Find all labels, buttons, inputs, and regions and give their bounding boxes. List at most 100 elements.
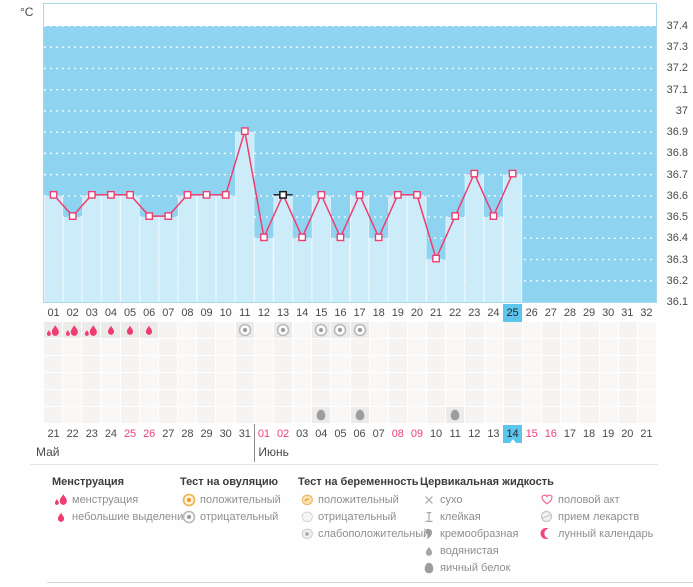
calendar-date[interactable]: 17 — [563, 428, 577, 440]
symbol-cell[interactable] — [522, 339, 542, 355]
symbol-cell[interactable] — [350, 339, 369, 355]
symbol-cell[interactable] — [197, 407, 216, 423]
symbol-cell[interactable] — [599, 407, 618, 423]
calendar-date[interactable]: 27 — [162, 428, 175, 440]
temperature-bar[interactable] — [427, 259, 445, 302]
temperature-point[interactable] — [260, 233, 268, 242]
temperature-bar[interactable] — [331, 238, 350, 302]
symbol-cell[interactable] — [503, 390, 522, 406]
symbol-cell[interactable] — [580, 322, 599, 338]
symbol-cell[interactable] — [293, 407, 312, 423]
symbol-cell[interactable] — [465, 339, 484, 355]
symbol-cell[interactable] — [158, 339, 178, 355]
symbol-cell[interactable] — [580, 407, 599, 423]
symbol-cell[interactable] — [235, 407, 254, 423]
symbol-cell[interactable] — [637, 339, 656, 355]
temperature-bar[interactable] — [446, 217, 465, 302]
symbol-cell[interactable] — [63, 390, 82, 406]
symbol-cell[interactable] — [350, 373, 369, 389]
cycle-day-label[interactable]: 22 — [449, 307, 462, 319]
symbol-cell[interactable] — [561, 322, 580, 338]
symbol-cell[interactable] — [101, 390, 120, 406]
symbol-cell[interactable] — [484, 390, 503, 406]
calendar-date[interactable]: 03 — [296, 428, 309, 440]
symbol-cell[interactable] — [312, 390, 331, 406]
symbol-cell[interactable] — [465, 407, 484, 423]
symbol-cell[interactable] — [216, 339, 235, 355]
symbol-cell-menstruation[interactable] — [44, 322, 63, 338]
calendar-date[interactable]: 15 — [525, 428, 538, 440]
symbol-cell[interactable] — [484, 407, 503, 423]
calendar-date[interactable]: 13 — [487, 428, 500, 440]
symbol-cell[interactable] — [312, 373, 331, 389]
cycle-day-label[interactable]: 09 — [200, 307, 213, 319]
symbol-cell[interactable] — [618, 339, 637, 355]
symbol-cell[interactable] — [312, 356, 331, 372]
temperature-point[interactable] — [489, 212, 498, 220]
symbol-cell-egg-white[interactable] — [446, 407, 465, 423]
temperature-bar[interactable] — [159, 217, 178, 302]
calendar-date[interactable]: 30 — [219, 428, 232, 440]
symbol-cell[interactable] — [293, 373, 312, 389]
symbol-cell[interactable] — [120, 339, 139, 355]
symbol-cell[interactable] — [407, 356, 427, 372]
temperature-point-hovered[interactable] — [279, 190, 288, 199]
temperature-point[interactable] — [374, 233, 383, 242]
cycle-day-label[interactable]: 24 — [487, 307, 500, 319]
cycle-day-label[interactable]: 13 — [276, 307, 290, 319]
symbol-cell[interactable] — [44, 356, 63, 372]
symbol-cell[interactable] — [388, 322, 407, 338]
cycle-day-label[interactable]: 03 — [85, 307, 98, 319]
calendar-date[interactable]: 29 — [200, 428, 213, 440]
cycle-day-label[interactable]: 27 — [544, 307, 557, 319]
symbol-cell[interactable] — [139, 339, 158, 355]
temperature-bar[interactable] — [63, 217, 82, 302]
cycle-day-label[interactable]: 16 — [334, 307, 347, 319]
symbol-cell[interactable] — [522, 407, 542, 423]
symbol-cell[interactable] — [599, 356, 618, 372]
temperature-bar[interactable] — [121, 195, 139, 302]
symbol-cell[interactable] — [120, 390, 139, 406]
temperature-point[interactable] — [317, 190, 326, 199]
calendar-date[interactable]: 18 — [582, 428, 596, 440]
symbol-cell[interactable] — [465, 356, 484, 372]
symbol-cell[interactable] — [178, 373, 197, 389]
calendar-date[interactable]: 22 — [66, 428, 79, 440]
symbol-cell[interactable] — [484, 356, 503, 372]
temperature-point[interactable] — [221, 190, 230, 199]
calendar-date[interactable]: 01 — [257, 428, 271, 440]
temperature-bar[interactable] — [388, 195, 407, 302]
symbol-cell[interactable] — [158, 356, 178, 372]
symbol-cell[interactable] — [446, 322, 465, 338]
temperature-point[interactable] — [432, 254, 440, 263]
temperature-point[interactable] — [413, 190, 421, 199]
temperature-bar[interactable] — [82, 195, 101, 302]
temperature-point[interactable] — [508, 169, 517, 178]
temperature-point[interactable] — [298, 233, 307, 242]
calendar-date[interactable]: 20 — [621, 428, 634, 440]
symbol-cell[interactable] — [369, 373, 388, 389]
symbol-cell[interactable] — [407, 407, 427, 423]
symbol-cell[interactable] — [350, 356, 369, 372]
calendar-date[interactable]: 02 — [276, 428, 290, 440]
symbol-cell[interactable] — [503, 407, 522, 423]
symbol-cell[interactable] — [197, 373, 216, 389]
symbol-cell[interactable] — [542, 407, 561, 423]
symbol-cell[interactable] — [254, 373, 273, 389]
symbol-cell[interactable] — [542, 322, 561, 338]
symbol-cell[interactable] — [427, 322, 446, 338]
calendar-date-selected[interactable]: 14 — [503, 425, 523, 443]
temperature-point[interactable] — [393, 190, 402, 199]
calendar-date[interactable]: 08 — [391, 428, 404, 440]
calendar-date[interactable]: 31 — [238, 428, 251, 440]
symbol-cell-menstruation[interactable] — [63, 322, 82, 338]
symbol-cell[interactable] — [503, 373, 522, 389]
symbol-cell[interactable] — [82, 356, 101, 372]
symbol-cell[interactable] — [542, 373, 561, 389]
symbol-cell[interactable] — [637, 356, 656, 372]
cycle-day-label[interactable]: 06 — [143, 307, 156, 319]
calendar-date[interactable]: 21 — [640, 428, 653, 440]
temperature-point[interactable] — [451, 212, 460, 220]
cycle-day-label[interactable]: 21 — [429, 307, 443, 319]
calendar-date[interactable]: 19 — [602, 428, 615, 440]
